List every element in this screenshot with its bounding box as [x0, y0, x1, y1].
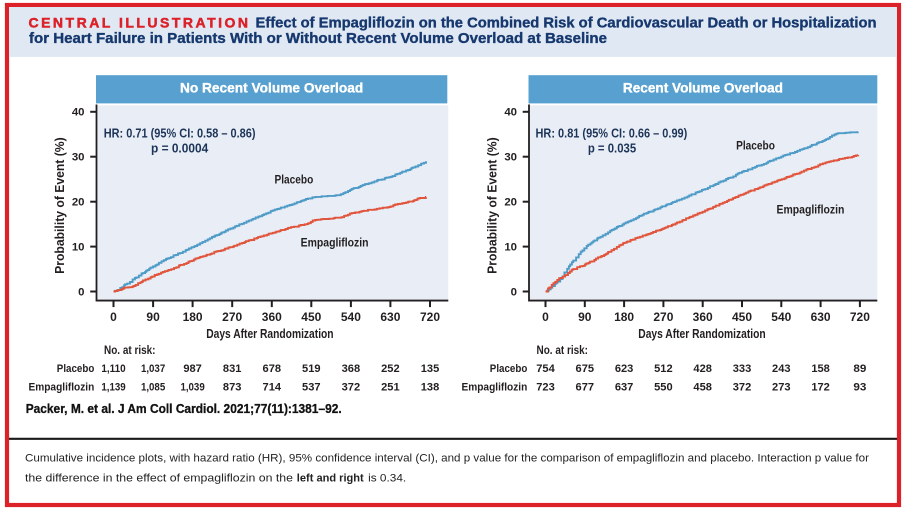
svg-text:987: 987 [183, 363, 202, 375]
svg-text:450: 450 [301, 310, 321, 324]
svg-text:40: 40 [72, 107, 85, 119]
svg-text:243: 243 [772, 363, 791, 375]
svg-text:89: 89 [853, 363, 866, 375]
svg-text:273: 273 [772, 381, 791, 393]
svg-text:Days After Randomization: Days After Randomization [638, 326, 765, 341]
svg-text:No. at risk:: No. at risk: [104, 345, 156, 357]
svg-text:333: 333 [733, 363, 752, 375]
svg-text:for Heart Failure in Patients: for Heart Failure in Patients With or Wi… [29, 31, 607, 47]
svg-text:Empagliflozin: Empagliflozin [301, 235, 369, 249]
svg-text:270: 270 [222, 310, 242, 324]
svg-text:675: 675 [576, 363, 595, 375]
svg-text:372: 372 [733, 381, 752, 393]
svg-text:873: 873 [223, 381, 242, 393]
svg-text:p = 0.0004: p = 0.0004 [151, 142, 208, 156]
svg-text:540: 540 [341, 310, 361, 324]
svg-text:754: 754 [536, 363, 555, 375]
svg-text:678: 678 [263, 363, 282, 375]
svg-text:550: 550 [654, 381, 673, 393]
svg-text:537: 537 [302, 381, 321, 393]
svg-text:0: 0 [110, 310, 117, 324]
svg-text:left and right: left and right [297, 472, 364, 484]
svg-text:Days After Randomization: Days After Randomization [206, 326, 333, 341]
svg-text:458: 458 [693, 381, 712, 393]
svg-text:No Recent Volume Overload: No Recent Volume Overload [180, 80, 363, 96]
svg-text:30: 30 [504, 152, 517, 164]
svg-text:Empagliflozin: Empagliflozin [777, 203, 845, 217]
svg-text:20: 20 [72, 197, 85, 209]
svg-text:172: 172 [811, 381, 830, 393]
svg-text:714: 714 [263, 381, 282, 393]
svg-text:Probability of Event (%): Probability of Event (%) [485, 137, 499, 274]
svg-text:270: 270 [653, 310, 673, 324]
svg-text:p = 0.035: p = 0.035 [588, 142, 636, 156]
svg-text:630: 630 [380, 310, 400, 324]
svg-text:428: 428 [693, 363, 712, 375]
svg-text:450: 450 [732, 310, 752, 324]
svg-text:519: 519 [302, 363, 321, 375]
svg-text:540: 540 [771, 310, 791, 324]
svg-text:252: 252 [381, 363, 400, 375]
svg-text:30: 30 [72, 152, 85, 164]
svg-text:1,037: 1,037 [141, 363, 165, 375]
svg-text:368: 368 [342, 363, 361, 375]
svg-text:Placebo: Placebo [57, 363, 95, 375]
svg-text:1,085: 1,085 [141, 381, 165, 393]
svg-text:Cumulative incidence plots, wi: Cumulative incidence plots, with hazard … [25, 452, 869, 464]
svg-text:623: 623 [615, 363, 634, 375]
svg-text:Packer, M. et al. J Am Coll Ca: Packer, M. et al. J Am Coll Cardiol. 202… [26, 401, 342, 416]
svg-text:1,039: 1,039 [180, 381, 204, 393]
svg-text:HR: 0.81 (95% CI: 0.66 – 0.99): HR: 0.81 (95% CI: 0.66 – 0.99) [536, 127, 688, 141]
svg-text:90: 90 [578, 310, 592, 324]
svg-text:637: 637 [615, 381, 634, 393]
svg-text:Recent Volume Overload: Recent Volume Overload [623, 80, 783, 96]
svg-text:Placebo: Placebo [490, 363, 528, 375]
svg-text:the difference in the effect o: the difference in the effect of empaglif… [25, 472, 293, 484]
svg-text:158: 158 [811, 363, 830, 375]
svg-text:CENTRAL ILLUSTRATION: CENTRAL ILLUSTRATION [29, 15, 249, 31]
svg-text:360: 360 [693, 310, 713, 324]
svg-text:0: 0 [511, 286, 517, 298]
svg-text:720: 720 [420, 310, 440, 324]
svg-text:360: 360 [262, 310, 282, 324]
svg-text:Probability of Event (%): Probability of Event (%) [53, 137, 67, 274]
svg-text:1,139: 1,139 [101, 381, 125, 393]
svg-text:Placebo: Placebo [275, 173, 314, 187]
svg-text:is 0.34.: is 0.34. [368, 472, 406, 484]
svg-text:831: 831 [223, 363, 242, 375]
svg-text:No. at risk:: No. at risk: [537, 345, 589, 357]
svg-text:10: 10 [72, 241, 85, 253]
svg-text:90: 90 [146, 310, 160, 324]
svg-text:HR: 0.71 (95% CI: 0.58 – 0.86): HR: 0.71 (95% CI: 0.58 – 0.86) [104, 127, 256, 141]
svg-text:Empagliflozin: Empagliflozin [462, 381, 528, 393]
svg-text:40: 40 [504, 107, 517, 119]
svg-text:10: 10 [504, 241, 517, 253]
svg-text:Empagliflozin: Empagliflozin [29, 381, 95, 393]
svg-text:0: 0 [542, 310, 549, 324]
svg-text:630: 630 [811, 310, 831, 324]
svg-text:Effect of Empagliflozin on the: Effect of Empagliflozin on the Combined … [256, 16, 877, 32]
svg-text:512: 512 [654, 363, 673, 375]
svg-text:1,110: 1,110 [101, 363, 125, 375]
svg-text:135: 135 [421, 363, 440, 375]
svg-text:138: 138 [421, 381, 440, 393]
svg-text:723: 723 [536, 381, 555, 393]
svg-text:Placebo: Placebo [736, 139, 775, 153]
svg-text:720: 720 [850, 310, 870, 324]
svg-text:180: 180 [183, 310, 203, 324]
svg-text:20: 20 [504, 197, 517, 209]
svg-text:677: 677 [576, 381, 595, 393]
svg-text:372: 372 [342, 381, 361, 393]
svg-text:251: 251 [381, 381, 400, 393]
svg-text:93: 93 [853, 381, 866, 393]
svg-text:180: 180 [614, 310, 634, 324]
svg-text:0: 0 [78, 286, 84, 298]
